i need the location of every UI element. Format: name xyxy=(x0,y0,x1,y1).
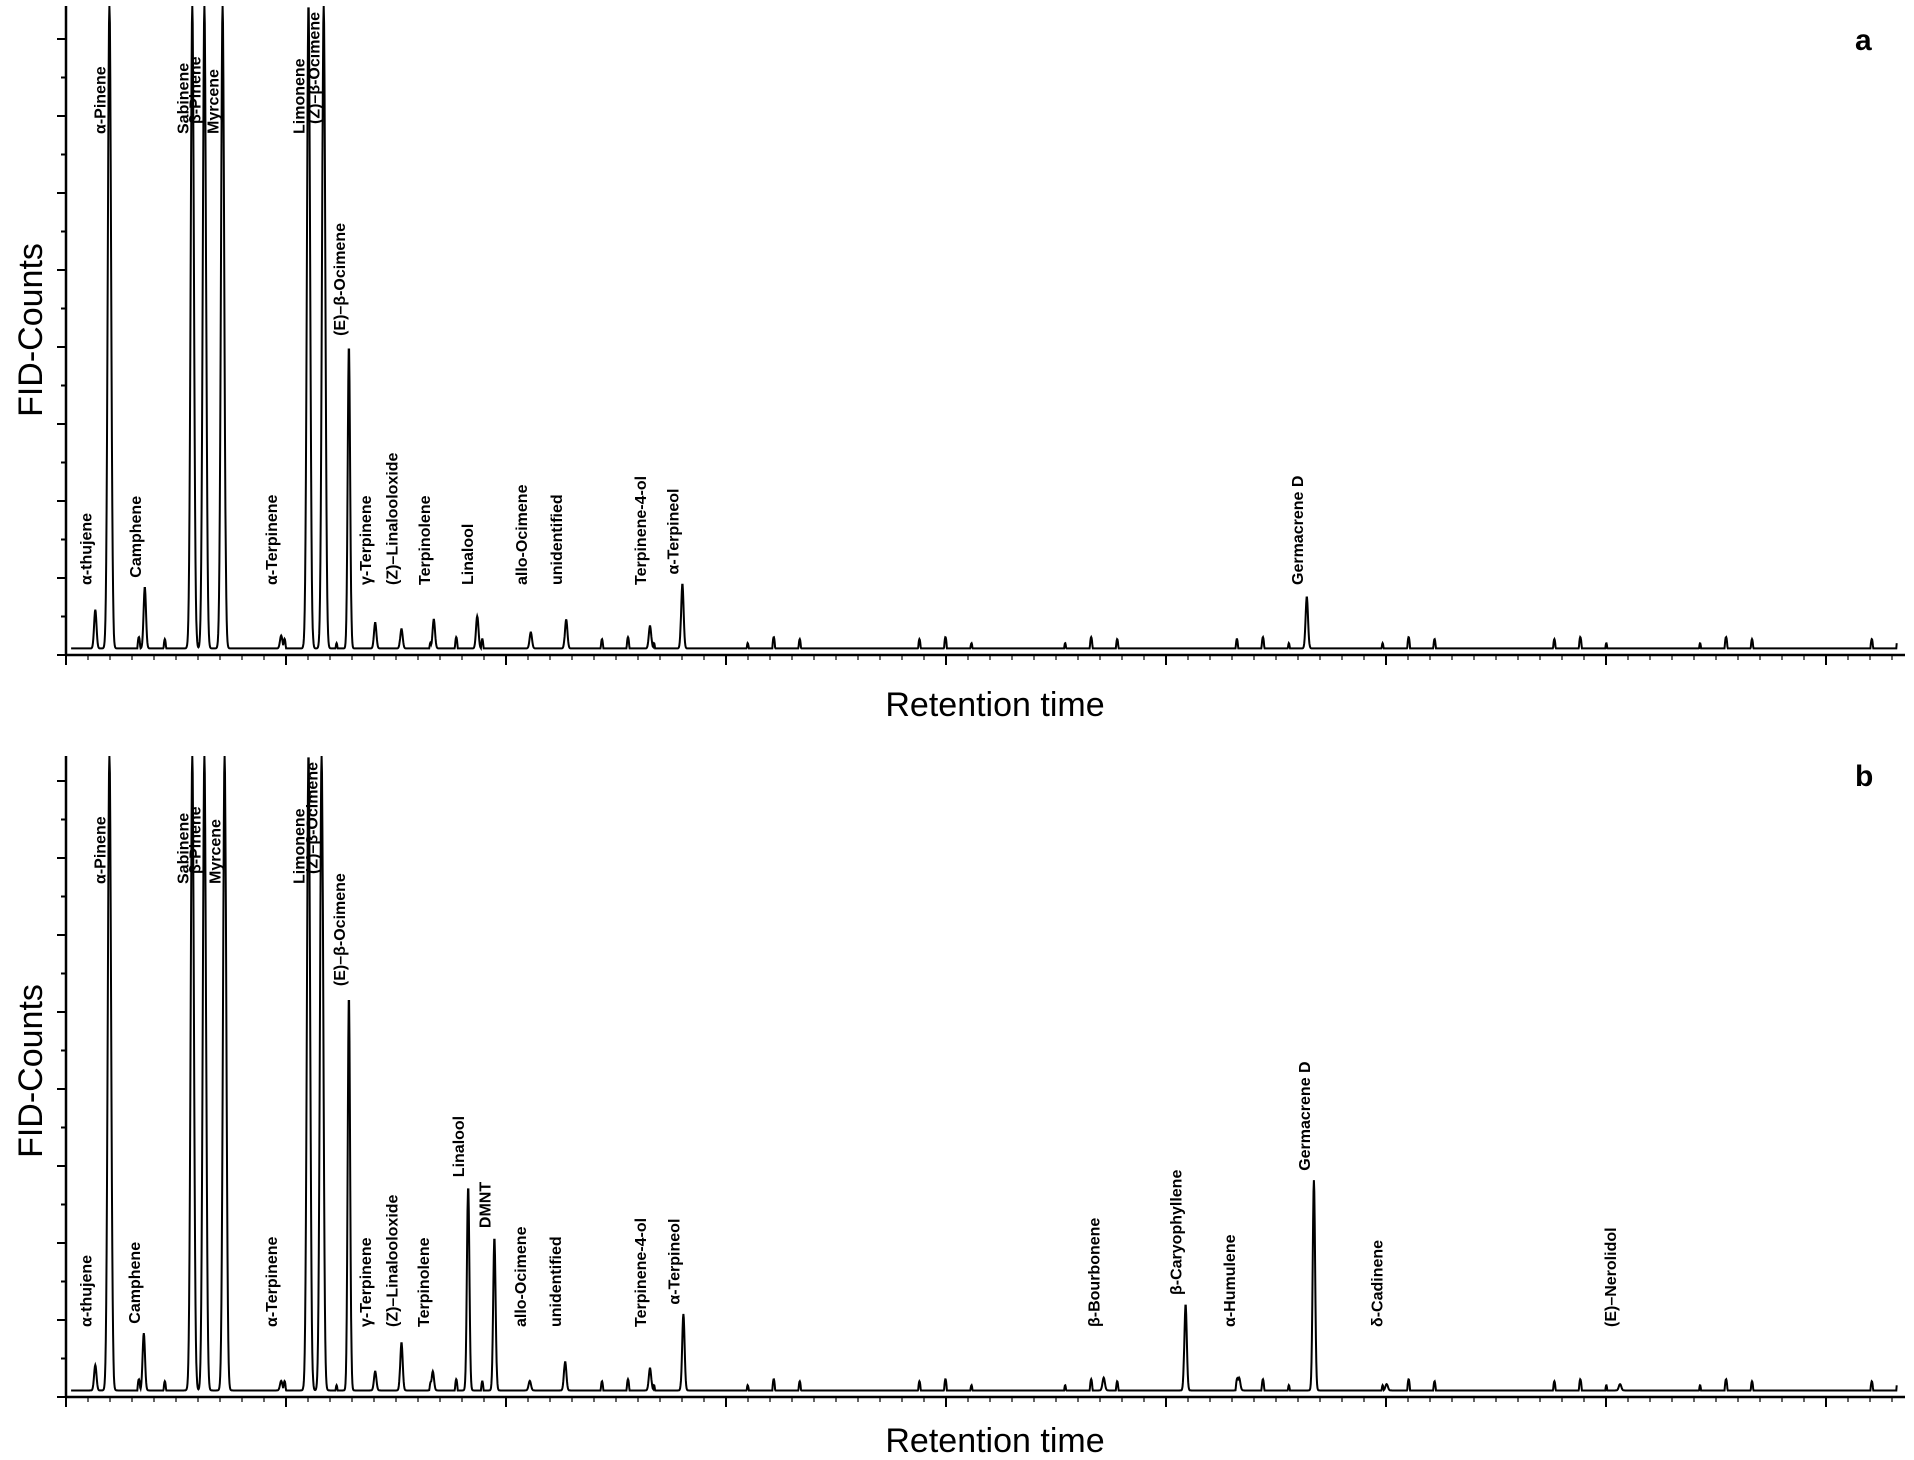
panel-b-y-axis-label: FID-Counts xyxy=(12,984,50,1158)
peak-label: Germacrene D xyxy=(1290,476,1307,585)
peak-label: α-thujene xyxy=(78,513,95,585)
panel-a-axes xyxy=(57,6,1905,665)
chromatogram-panel-b: α-thujene α-Pinene Camphene Sabineneβ-Pinen… xyxy=(12,755,1905,1460)
peak-label: (E)–Nerolidol xyxy=(1603,1227,1620,1327)
peak-label: Limonene xyxy=(292,808,309,884)
peak-label: β-Bourbonene xyxy=(1087,1218,1104,1327)
peak-label: β-Pinene xyxy=(187,806,204,874)
peak-label: α-Pinene xyxy=(92,66,109,134)
peak-label: Sabinene xyxy=(175,813,192,884)
peak-label: Myrcene xyxy=(208,819,225,884)
peak-label: Sabinene xyxy=(175,63,192,134)
panel-a-trace xyxy=(71,5,1898,651)
peak-label: Terpinene-4-ol xyxy=(633,476,650,585)
peak-label: unidentified xyxy=(548,1236,565,1327)
peak-label: γ-Terpinene xyxy=(358,1237,375,1327)
peak-label: (E)–β-Ocimene xyxy=(332,873,349,986)
peak-label: α-thujene xyxy=(78,1255,95,1327)
peak-label: α-Terpinene xyxy=(264,1236,281,1327)
peak-label: unidentified xyxy=(549,494,566,585)
peak-label: Germacrene D xyxy=(1297,1061,1314,1170)
panel-b-letter: b xyxy=(1855,760,1873,793)
peak-label: γ-Terpinene xyxy=(358,495,375,585)
panel-a-y-axis-label: FID-Counts xyxy=(12,243,50,417)
peak-label: (Z)–Linalooloxide xyxy=(385,1194,402,1327)
peak-label: α-Terpinene xyxy=(264,494,281,585)
peak-label: Linalool xyxy=(451,1116,468,1177)
chromatogram-panel-a: α-thujene α-Pinene Camphene Sabineneβ-Pinen… xyxy=(12,5,1905,724)
panel-b-axes xyxy=(57,756,1905,1407)
peak-label: α-Terpineol xyxy=(665,489,682,575)
peak-label: allo-Ocimene xyxy=(514,484,531,585)
peak-label: (E)–β-Ocimene xyxy=(332,223,349,336)
peak-label: (Z)–β-Ocimene xyxy=(305,762,322,874)
panel-b-peak-labels: α-thujene α-Pinene Camphene Sabineneβ-Pinen… xyxy=(78,762,1620,1327)
peak-label: α-Terpineol xyxy=(666,1219,683,1305)
panel-a-letter: a xyxy=(1855,24,1872,57)
peak-label: (Z)–β-Ocimene xyxy=(307,12,324,124)
peak-label: Myrcene xyxy=(206,69,223,134)
peak-label: Terpinolene xyxy=(416,1237,433,1327)
peak-label: α-Humulene xyxy=(1222,1234,1239,1327)
peak-label: β-Pinene xyxy=(187,56,204,124)
panel-b-trace xyxy=(71,755,1898,1393)
peak-label: DMNT xyxy=(477,1182,494,1228)
peak-label: Camphene xyxy=(128,496,145,578)
peak-label: (Z)–Linalooloxide xyxy=(385,452,402,585)
peak-label: Terpinene-4-ol xyxy=(633,1218,650,1327)
peak-label: allo-Ocimene xyxy=(513,1226,530,1327)
peak-label: δ-Cadinene xyxy=(1370,1240,1387,1327)
panel-a-x-axis-label: Retention time xyxy=(885,686,1104,724)
peak-label: α-Pinene xyxy=(92,816,109,884)
panel-b-x-axis-label: Retention time xyxy=(885,1422,1104,1460)
peak-label: Limonene xyxy=(292,58,309,134)
panel-a-peak-labels: α-thujene α-Pinene Camphene Sabineneβ-Pinen… xyxy=(78,12,1307,585)
peak-label: Camphene xyxy=(127,1242,144,1324)
peak-label: Linalool xyxy=(460,524,477,585)
peak-label: Terpinolene xyxy=(417,495,434,585)
peak-label: β-Caryophyllene xyxy=(1169,1170,1186,1295)
